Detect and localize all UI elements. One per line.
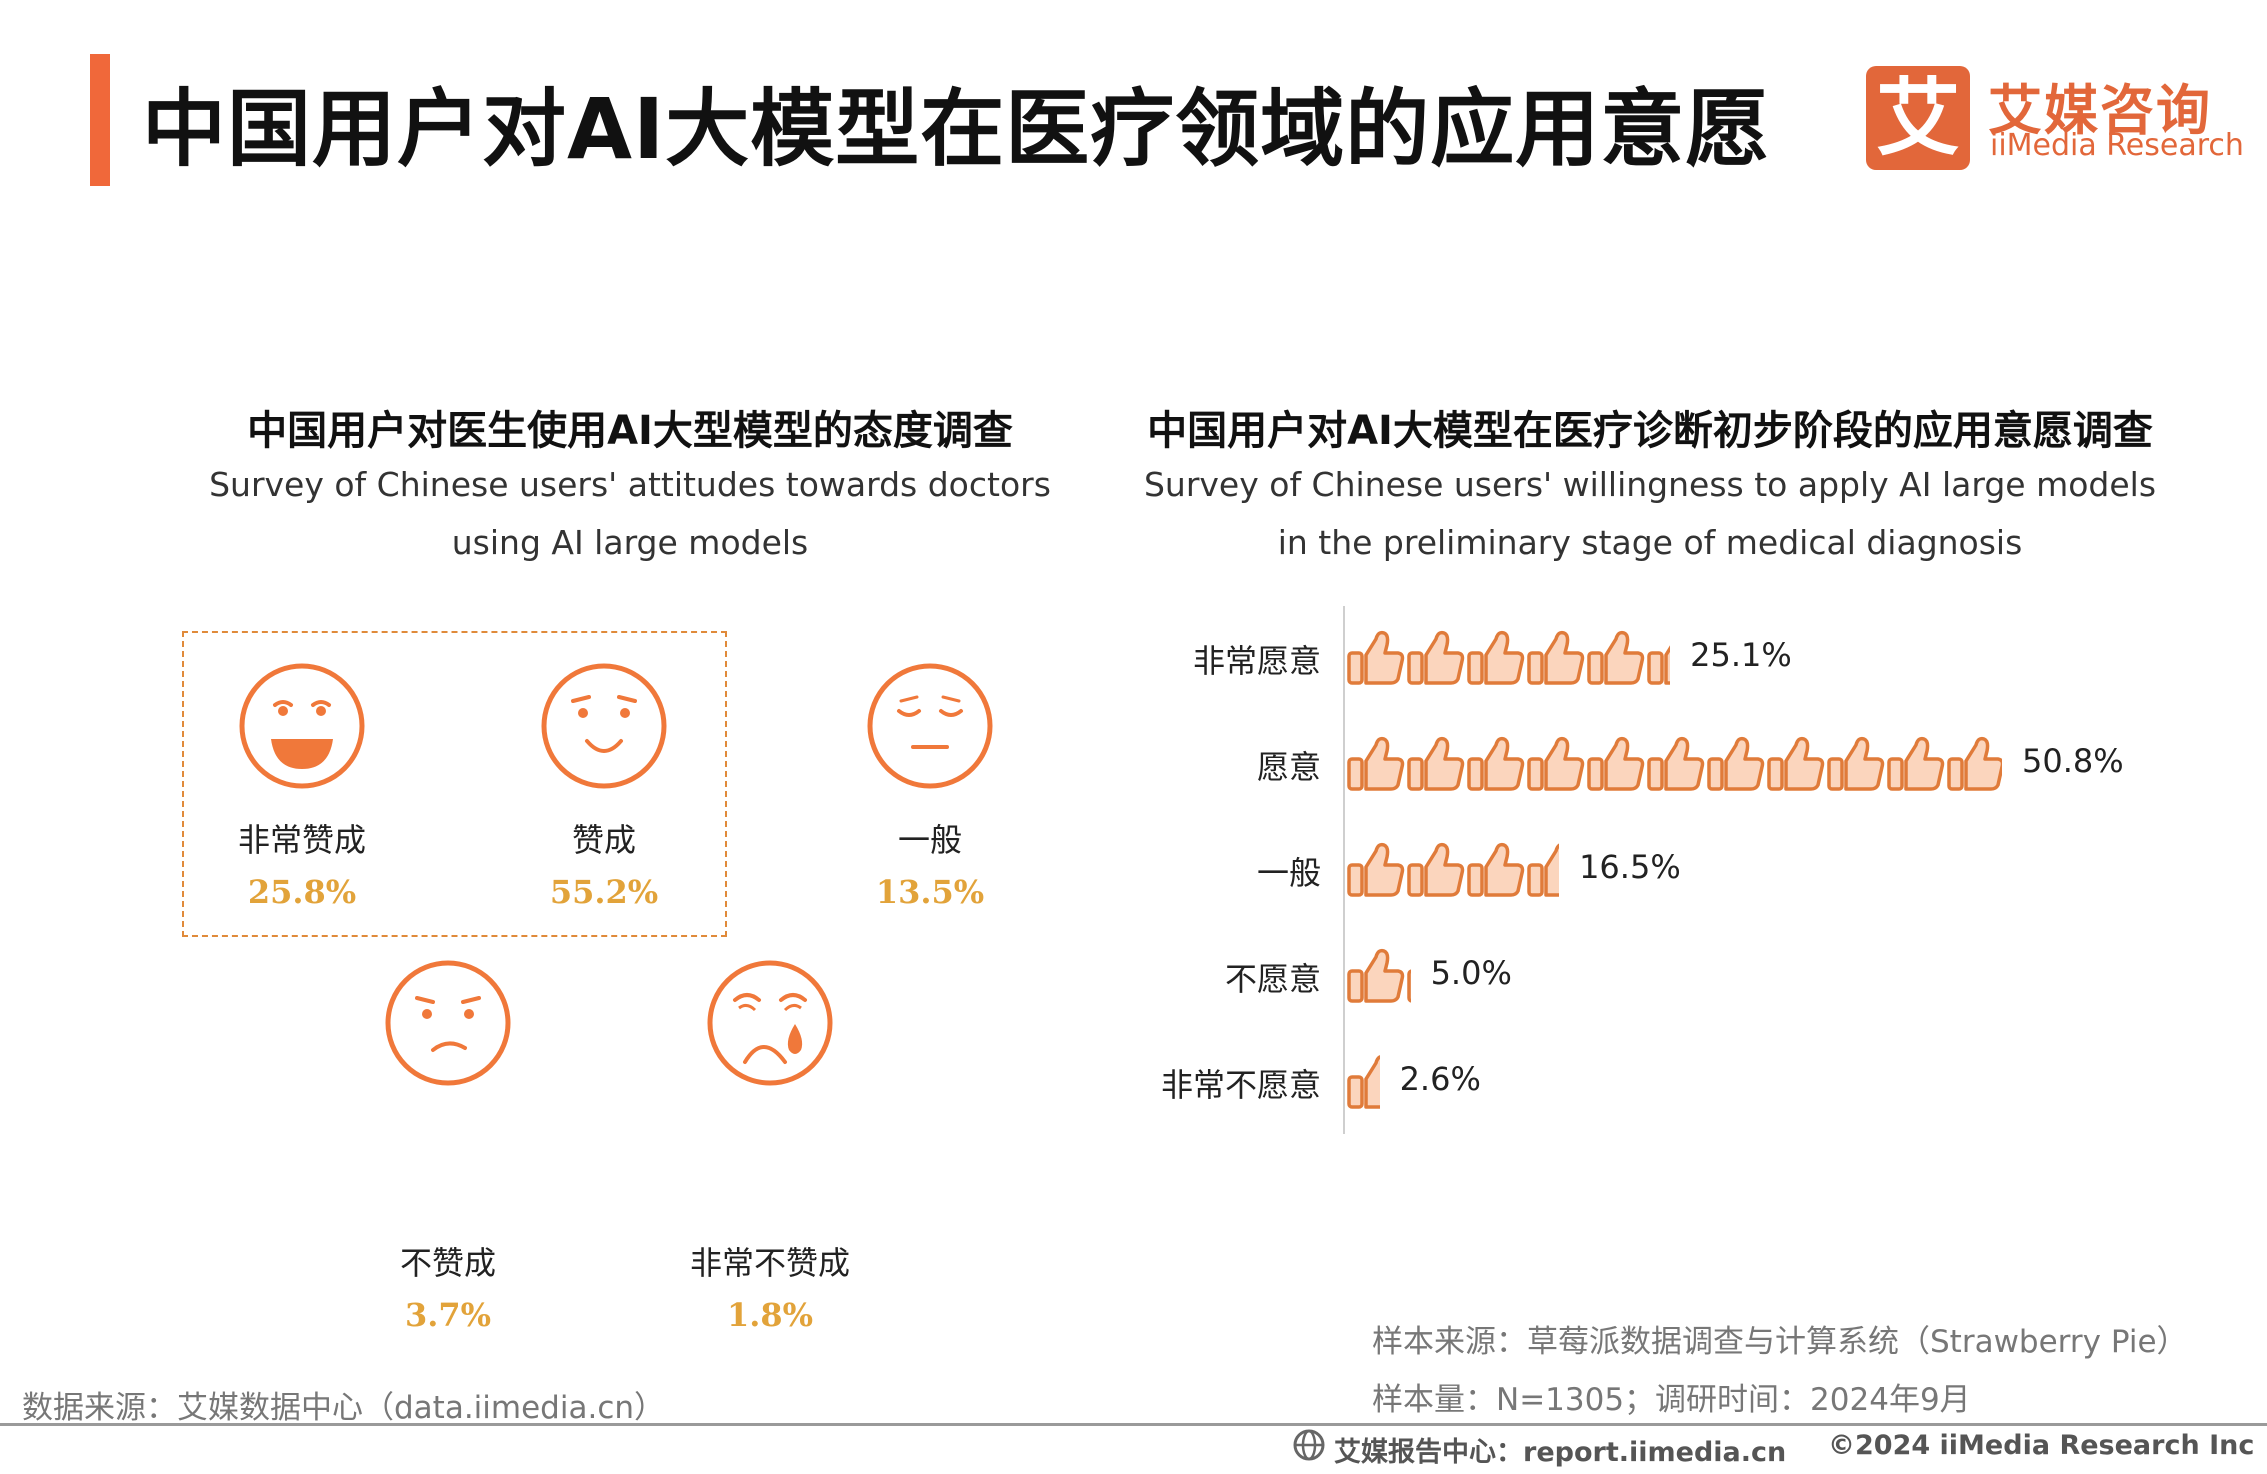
report-site-link[interactable]: 艾媒报告中心：report.iimedia.cn bbox=[1334, 1437, 1787, 1468]
sample-info-note: 样本量：N=1305；调研时间：2024年9月 bbox=[1372, 1382, 1971, 1418]
bar-category-label: 非常不愿意 bbox=[1160, 1066, 1321, 1104]
bar-category-label: 愿意 bbox=[1256, 748, 1321, 786]
crying-face-icon bbox=[707, 960, 833, 1086]
right-chart-title: 中国用户对AI大模型在医疗诊断初步阶段的应用意愿调查 bbox=[1147, 408, 2153, 454]
thumbs-up-bar bbox=[1347, 842, 1560, 897]
smiling-face-icon bbox=[541, 663, 667, 789]
neutral-face-icon bbox=[867, 663, 993, 789]
data-source-note: 数据来源：艾媒数据中心（data.iimedia.cn） bbox=[22, 1390, 666, 1426]
sample-source-note: 样本来源：草莓派数据调查与计算系统（Strawberry Pie） bbox=[1372, 1324, 2188, 1360]
face-value: 1.8% bbox=[726, 1296, 814, 1334]
face-label: 非常不赞成 bbox=[689, 1244, 850, 1282]
face-label: 非常赞成 bbox=[237, 821, 366, 859]
face-value: 25.8% bbox=[247, 873, 357, 911]
face-value: 3.7% bbox=[404, 1296, 492, 1334]
footer-rule bbox=[0, 1423, 2267, 1426]
bar-value-label: 25.1% bbox=[1690, 636, 1792, 674]
frowning-face-icon bbox=[385, 960, 511, 1086]
title-accent-bar bbox=[90, 54, 110, 186]
thumbs-up-bar bbox=[1347, 1055, 1380, 1109]
bar-value-label: 2.6% bbox=[1399, 1060, 1481, 1098]
logo-glyph: 艾 bbox=[1875, 69, 1960, 167]
approve-highlight-box bbox=[182, 631, 727, 937]
face-value: 13.5% bbox=[875, 873, 985, 911]
right-chart-subtitle: Survey of Chinese users' willingness to … bbox=[1143, 465, 2157, 562]
face-label: 赞成 bbox=[571, 821, 636, 859]
thumbs-up-bar bbox=[1347, 736, 2002, 791]
copyright-text: ©2024 iiMedia Research Inc bbox=[1828, 1430, 2255, 1461]
face-label: 不赞成 bbox=[399, 1244, 496, 1282]
face-value: 55.2% bbox=[549, 873, 659, 911]
logo-icon bbox=[1866, 66, 1970, 170]
laughing-face-icon bbox=[239, 663, 365, 789]
bar-value-label: 5.0% bbox=[1430, 954, 1512, 992]
bar-value-label: 16.5% bbox=[1579, 848, 1681, 886]
globe-icon bbox=[1292, 1428, 1326, 1462]
logo-name-en: iiMedia Research bbox=[1990, 128, 2244, 163]
bar-category-label: 一般 bbox=[1256, 854, 1321, 892]
left-chart-title: 中国用户对医生使用AI大型模型的态度调查 bbox=[247, 408, 1013, 454]
page-title: 中国用户对AI大模型在医疗领域的应用意愿 bbox=[142, 80, 1771, 178]
left-chart-subtitle: Survey of Chinese users' attitudes towar… bbox=[209, 465, 1051, 562]
face-label: 一般 bbox=[897, 821, 962, 859]
bar-category-label: 非常愿意 bbox=[1192, 642, 1321, 680]
logo-name-cn: 艾媒咨询 bbox=[1988, 79, 2212, 142]
bar-axis-line bbox=[1343, 606, 1345, 1134]
thumbs-up-bar bbox=[1347, 630, 1671, 685]
thumbs-up-bar bbox=[1347, 948, 1411, 1003]
bar-category-label: 不愿意 bbox=[1224, 960, 1321, 998]
bar-value-label: 50.8% bbox=[2022, 742, 2124, 780]
